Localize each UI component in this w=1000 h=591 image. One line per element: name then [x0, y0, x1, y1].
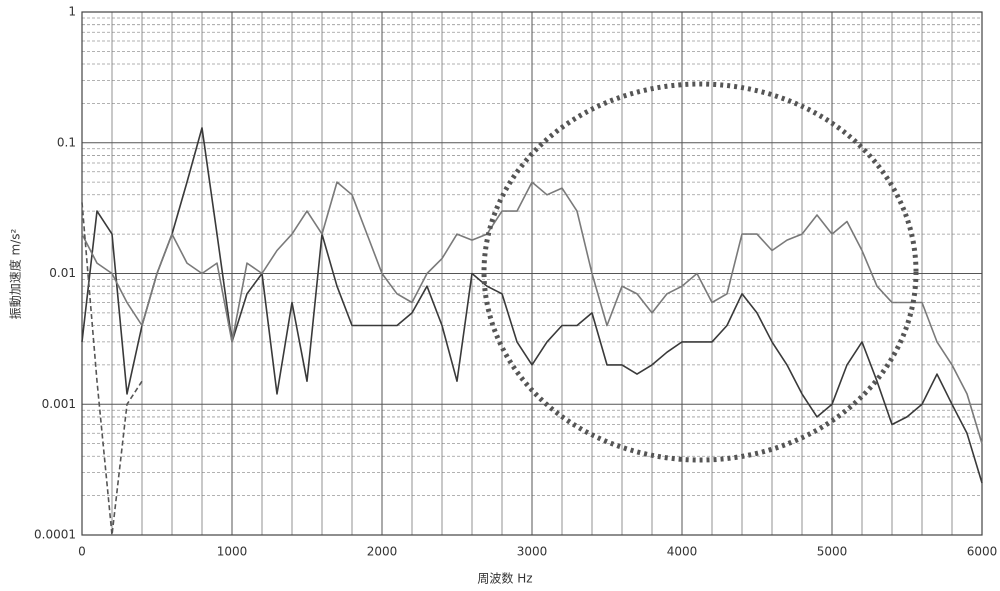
y-tick-label: 0.001 — [42, 397, 76, 411]
x-tick-label: 6000 — [967, 545, 998, 559]
y-tick-label: 0.0001 — [34, 528, 76, 542]
x-tick-label: 2000 — [367, 545, 398, 559]
y-tick-label: 0.01 — [49, 266, 76, 280]
x-tick-label: 3000 — [517, 545, 548, 559]
data-line — [81, 181, 983, 444]
highlight-circle — [481, 81, 919, 463]
plot-frame — [81, 11, 983, 536]
data-line — [81, 202, 143, 536]
y-tick-label: 0.1 — [57, 135, 76, 149]
y-tick-label: 1 — [68, 5, 76, 19]
x-tick-label: 4000 — [667, 545, 698, 559]
x-tick-label: 0 — [78, 545, 86, 559]
x-axis-label: 周波数 Hz — [477, 571, 532, 586]
x-tick-label: 5000 — [817, 545, 848, 559]
x-tick-label: 1000 — [217, 545, 248, 559]
y-axis-label: 振動加速度 m/s² — [8, 229, 23, 320]
